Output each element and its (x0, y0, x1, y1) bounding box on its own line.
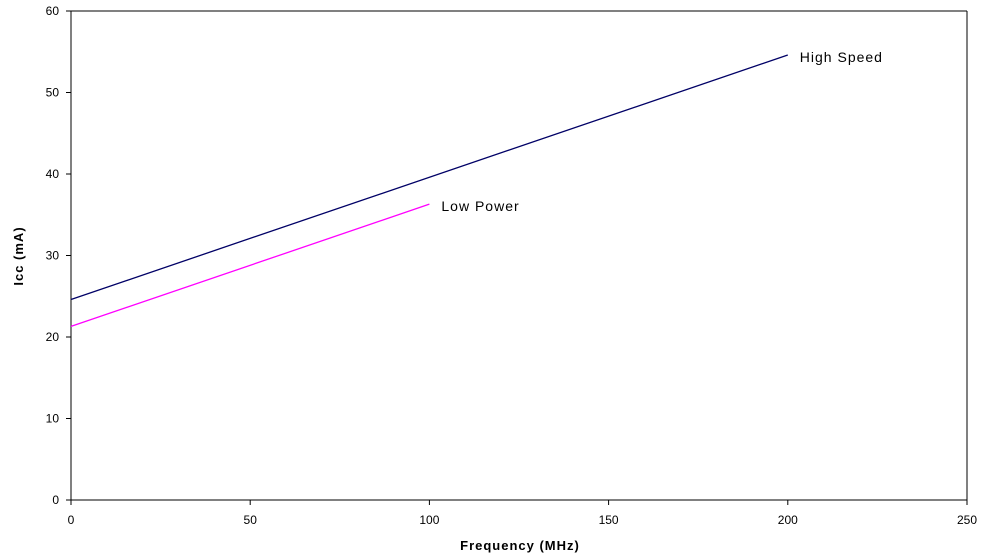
series-line-high-speed (70, 54, 789, 301)
chart-axes (70, 10, 968, 501)
series-line-low-power (70, 203, 430, 328)
y-tick-label: 40 (46, 167, 60, 181)
y-tick-label: 30 (46, 249, 60, 263)
x-axis-title: Frequency (MHz) (460, 538, 580, 553)
chart-series: High Speed Low Power (70, 49, 883, 328)
series-label-low-power: Low Power (441, 198, 519, 214)
x-tick-label: 250 (957, 513, 977, 527)
x-tick-label: 50 (244, 513, 258, 527)
x-tick-label: 150 (599, 513, 619, 527)
y-axis-title: Icc (mA) (11, 226, 26, 285)
y-tick-label: 60 (46, 4, 60, 18)
y-tick-label: 10 (46, 412, 60, 426)
x-tick-label: 0 (68, 513, 75, 527)
y-tick-label: 20 (46, 330, 60, 344)
y-tick-label: 0 (52, 493, 59, 507)
y-tick-label: 50 (46, 86, 60, 100)
axis-ticks: 0 50 100 150 200 250 0 10 20 30 40 50 60 (46, 4, 978, 527)
x-tick-label: 100 (419, 513, 439, 527)
series-label-high-speed: High Speed (800, 49, 883, 65)
x-tick-label: 200 (778, 513, 798, 527)
